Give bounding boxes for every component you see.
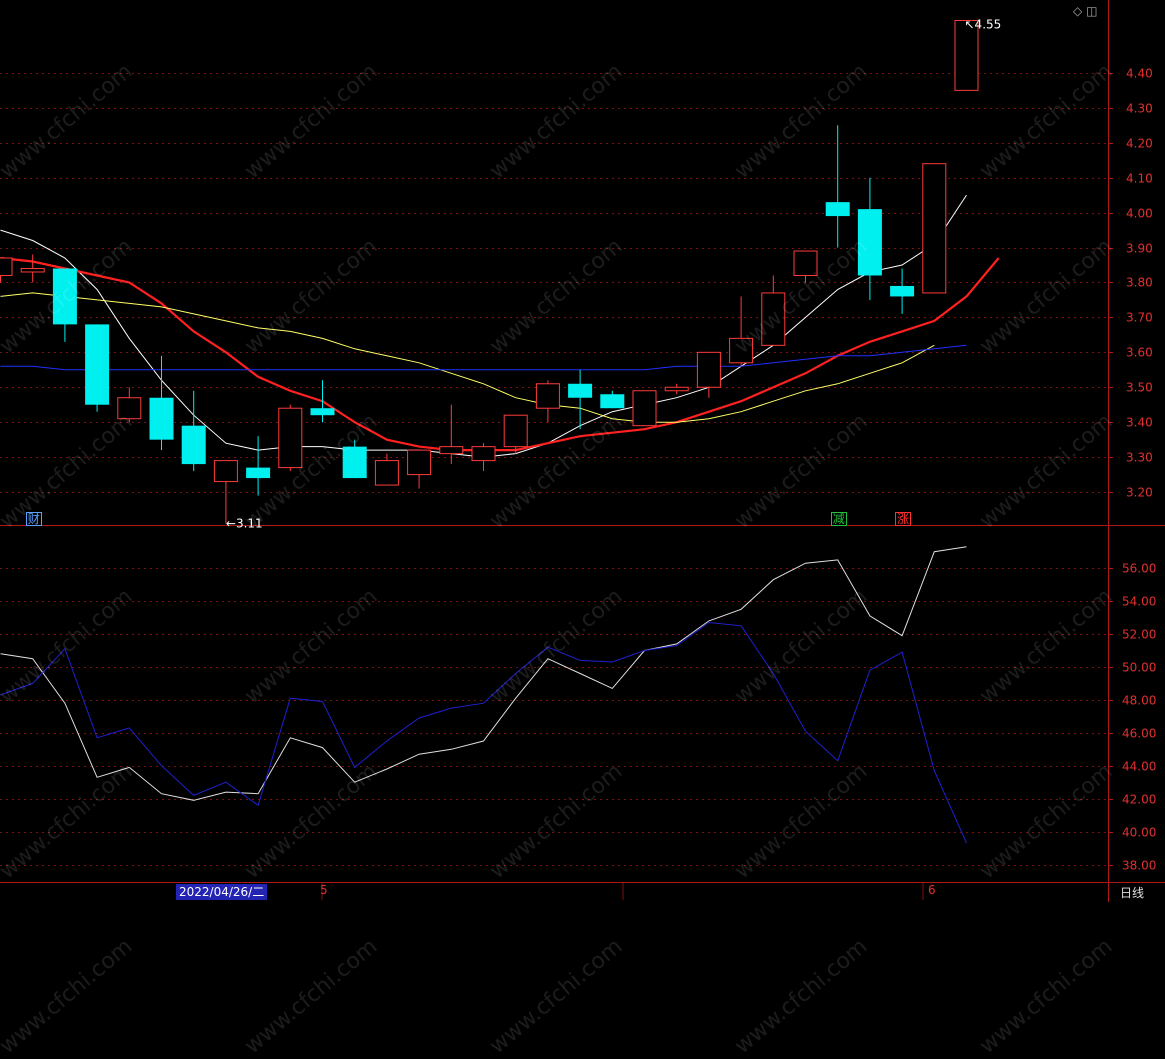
candle-body-17 (535, 383, 560, 409)
price-tick-label-2: 3.40 (1126, 416, 1153, 430)
ma60-line (0, 344, 967, 371)
candle-body-5 (149, 397, 174, 440)
price-tick-label-6: 3.80 (1126, 276, 1153, 290)
indicator-tick-label-4: 46.00 (1122, 727, 1156, 741)
watermark-text-28: www.cfchi.com (730, 933, 873, 1059)
price-tick-label-10: 4.20 (1126, 137, 1153, 151)
event-marker-0[interactable]: 财 (25, 512, 42, 526)
event-marker-1[interactable]: 减 (830, 512, 847, 526)
indicator-tick-label-8: 54.00 (1122, 595, 1156, 609)
day-label-6: 6 (928, 883, 936, 897)
candle-body-6 (181, 425, 206, 465)
watermark-text-27: www.cfchi.com (485, 933, 628, 1059)
price-tick-label-9: 4.10 (1126, 172, 1153, 186)
indicator-tick-label-6: 50.00 (1122, 661, 1156, 675)
candle-body-14 (439, 446, 464, 455)
candle-body-9 (278, 407, 303, 469)
indicator-line-blue (0, 621, 967, 844)
indicator-tick-label-7: 52.00 (1122, 628, 1156, 642)
price-tick-label-4: 3.60 (1126, 346, 1153, 360)
candle-body-18 (568, 383, 593, 398)
chart-canvas[interactable]: 3.20 3.30 3.40 3.50 3.60 3.70 3.80 3.90 4.00 4.10… (0, 0, 1165, 902)
indicator-tick-label-9: 56.00 (1122, 562, 1156, 576)
layout-toggle-icon[interactable]: ◫ (1086, 4, 1098, 18)
price-tick-label-5: 3.70 (1126, 311, 1153, 325)
period-label[interactable]: 日线 (1120, 886, 1145, 900)
candle-body-4 (117, 397, 142, 420)
candle-body-13 (407, 449, 432, 476)
candle-body-16 (503, 414, 528, 448)
candle-body-19 (600, 394, 625, 409)
crosshair-date-label: 2022/04/26/二 (176, 884, 268, 900)
price-tick-label-1: 3.30 (1126, 451, 1153, 465)
candle-body-20 (632, 390, 657, 427)
indicator-line-white (0, 546, 967, 801)
price-tick-label-3: 3.50 (1126, 381, 1153, 395)
ma5-line (0, 194, 967, 458)
candle-body-30 (954, 19, 979, 91)
candle-body-12 (374, 460, 399, 486)
event-marker-2[interactable]: 涨 (895, 512, 912, 526)
candle-body-22 (696, 351, 721, 388)
candle-body-10 (310, 408, 335, 416)
high-price-label: ↖4.55 (965, 17, 1002, 31)
candle-body-29 (922, 163, 947, 294)
indicator-tick-label-1: 40.00 (1122, 826, 1156, 840)
candle-body-1 (20, 267, 45, 273)
price-tick-label-0: 3.20 (1126, 486, 1153, 500)
indicator-tick-label-0: 38.00 (1122, 859, 1156, 873)
candle-body-8 (246, 467, 271, 479)
price-tick-label-8: 4.00 (1126, 207, 1153, 221)
candle-body-7 (213, 460, 238, 483)
indicator-tick-label-2: 42.00 (1122, 793, 1156, 807)
candle-body-0 (0, 257, 13, 276)
day-label-5: 5 (320, 883, 328, 897)
watermark-text-26: www.cfchi.com (240, 933, 383, 1059)
candle-body-27 (857, 209, 882, 276)
candle-body-23 (729, 337, 754, 364)
candle-body-25 (793, 250, 818, 276)
candle-body-3 (85, 324, 110, 405)
watermark-text-29: www.cfchi.com (975, 933, 1118, 1059)
candle-body-11 (342, 446, 367, 479)
price-tick-label-7: 3.90 (1126, 242, 1153, 256)
diamond-icon[interactable]: ◇ (1073, 4, 1083, 18)
candle-body-2 (52, 268, 77, 325)
ma20-line (0, 292, 935, 423)
indicator-tick-label-5: 48.00 (1122, 694, 1156, 708)
kline-chart-stage[interactable]: 3.20 3.30 3.40 3.50 3.60 3.70 3.80 3.90 4.00 4.10… (0, 0, 1165, 902)
panel-controls[interactable]: ◇ ◫ (1073, 4, 1097, 18)
watermark-text-25: www.cfchi.com (0, 933, 138, 1059)
candle-body-28 (890, 285, 915, 297)
candle-body-26 (825, 202, 850, 217)
price-tick-label-12: 4.40 (1126, 67, 1153, 81)
candle-body-24 (761, 292, 786, 346)
price-tick-label-11: 4.30 (1126, 102, 1153, 116)
indicator-tick-label-3: 44.00 (1122, 760, 1156, 774)
candle-body-21 (664, 386, 689, 392)
low-price-label: ←3.11 (226, 516, 263, 530)
candle-body-15 (471, 446, 496, 462)
